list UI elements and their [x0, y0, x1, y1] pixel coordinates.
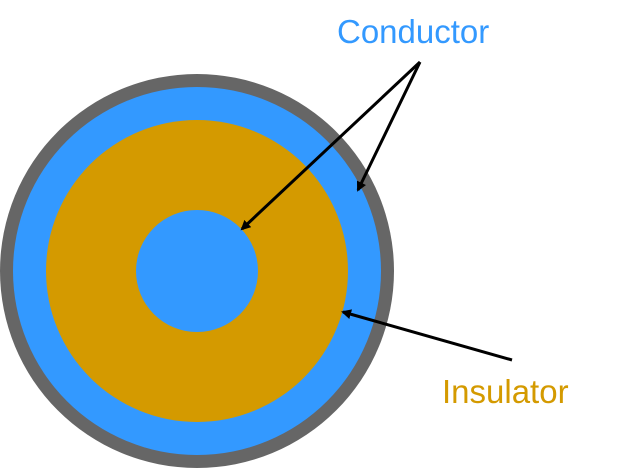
conductor-label: Conductor	[337, 13, 490, 50]
insulator-label: Insulator	[442, 373, 569, 410]
conductor-arrow-outer	[356, 61, 422, 192]
inner-conductor-core	[136, 210, 258, 332]
insulator-arrow	[341, 309, 513, 362]
conductor-arrow-inner	[240, 60, 422, 231]
